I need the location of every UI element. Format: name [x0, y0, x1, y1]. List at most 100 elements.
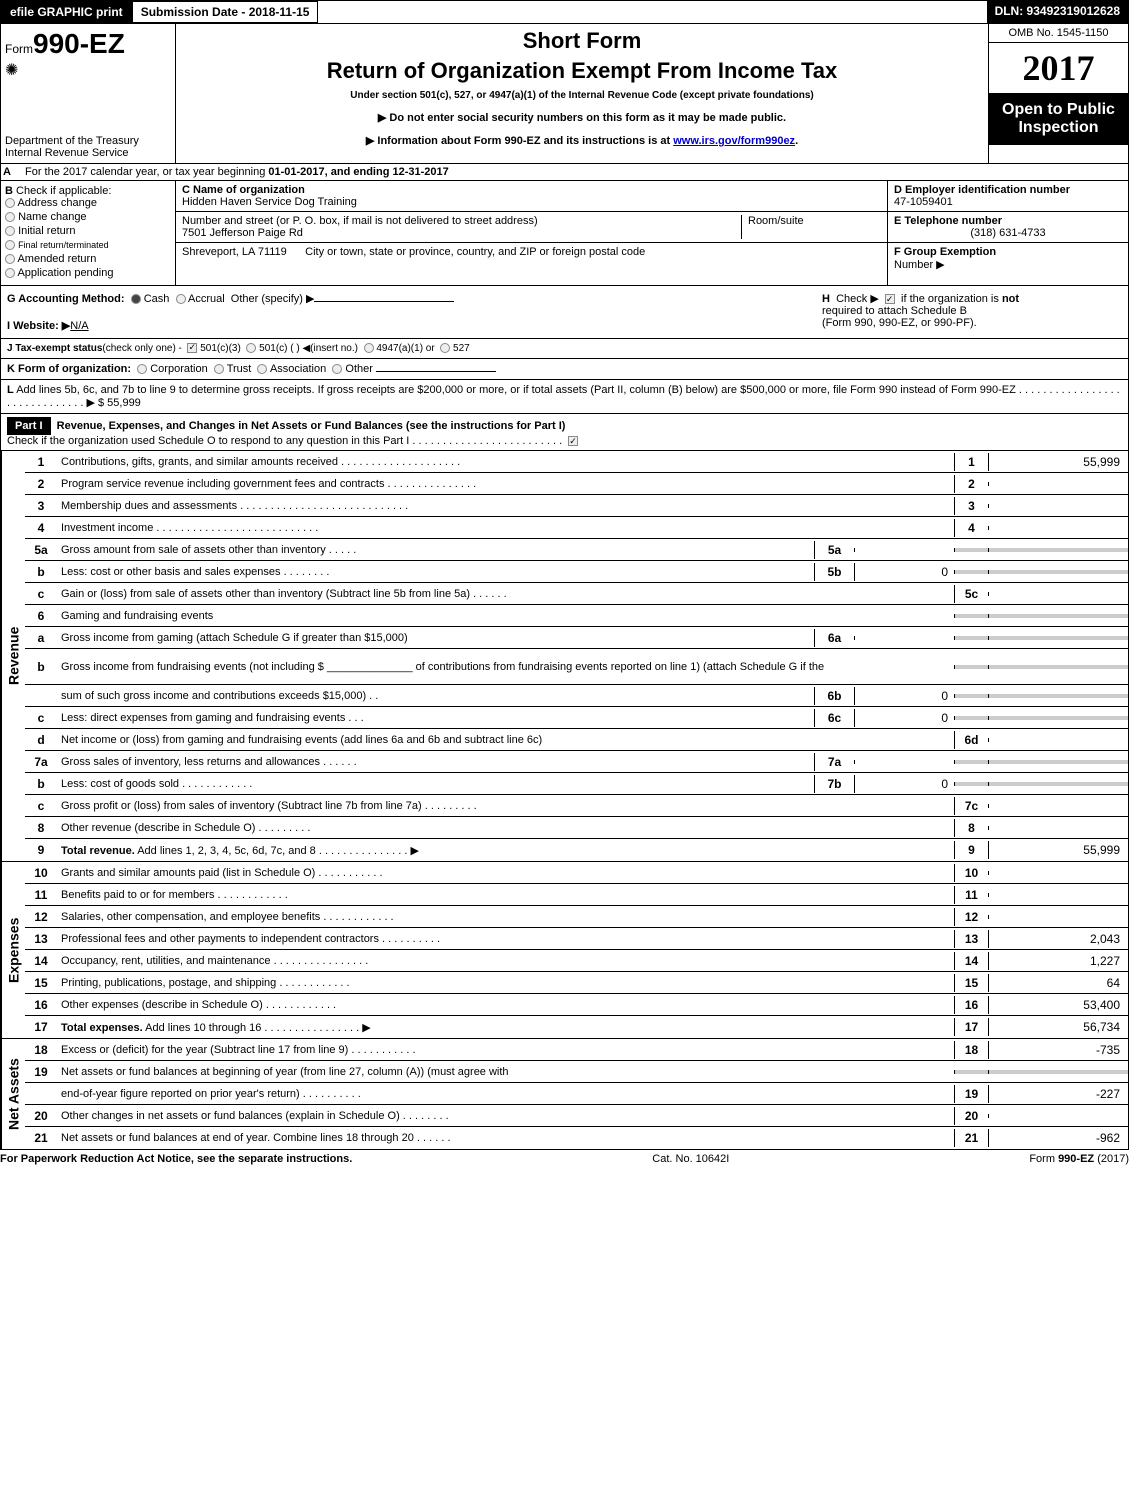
line-box-number: 8 — [954, 819, 988, 837]
expenses-table: Expenses 10Grants and similar amounts pa… — [0, 862, 1129, 1039]
line-description: Net assets or fund balances at end of ye… — [57, 1130, 954, 1146]
b-label: B — [5, 185, 13, 197]
line-box-number: 1 — [954, 453, 988, 471]
part1-check-text: Check if the organization used Schedule … — [7, 435, 562, 447]
table-row: 1Contributions, gifts, grants, and simil… — [25, 451, 1128, 473]
line-description: Salaries, other compensation, and employ… — [57, 909, 954, 925]
treasury-line1: Department of the Treasury — [5, 135, 171, 147]
schedule-o-checkbox[interactable] — [568, 436, 578, 446]
efile-print-button[interactable]: efile GRAPHIC print — [1, 1, 132, 23]
line-number: 7a — [25, 753, 57, 771]
line-value — [988, 570, 1128, 574]
table-row: 16Other expenses (describe in Schedule O… — [25, 994, 1128, 1016]
assoc-radio[interactable] — [257, 364, 267, 374]
section-a-text: For the 2017 calendar year, or tax year … — [23, 164, 1128, 180]
501c-radio[interactable] — [246, 343, 256, 353]
line-number: b — [25, 775, 57, 793]
pending-radio[interactable] — [5, 268, 15, 278]
final-return-radio[interactable] — [5, 240, 15, 250]
other-radio[interactable] — [332, 364, 342, 374]
4947-radio[interactable] — [364, 343, 374, 353]
line-description: Other changes in net assets or fund bala… — [57, 1108, 954, 1124]
line-number: 14 — [25, 952, 57, 970]
table-row: 3Membership dues and assessments . . . .… — [25, 495, 1128, 517]
line-description: Occupancy, rent, utilities, and maintena… — [57, 953, 954, 969]
tax-year: 2017 — [989, 43, 1128, 93]
k-other-input[interactable] — [376, 371, 496, 372]
h-text4: required to attach Schedule B — [822, 305, 967, 317]
table-row: cGain or (loss) from sale of assets othe… — [25, 583, 1128, 605]
line-value: 55,999 — [988, 841, 1128, 859]
ein-value: 47-1059401 — [894, 196, 1122, 208]
line-box-number: 21 — [954, 1129, 988, 1147]
netassets-table: Net Assets 18Excess or (deficit) for the… — [0, 1039, 1129, 1150]
corp-radio[interactable] — [137, 364, 147, 374]
instruction-1: ▶ Do not enter social security numbers o… — [184, 111, 980, 124]
line-number: b — [25, 658, 57, 676]
line-description: Net assets or fund balances at beginning… — [57, 1064, 954, 1080]
line-box-number — [954, 782, 988, 786]
f-label2: Number ▶ — [894, 258, 1122, 271]
accrual-radio[interactable] — [176, 294, 186, 304]
501c3-checkbox[interactable] — [187, 343, 197, 353]
section-b: B Check if applicable: Address change Na… — [1, 181, 176, 285]
table-row: 12Salaries, other compensation, and empl… — [25, 906, 1128, 928]
name-change-radio[interactable] — [5, 212, 15, 222]
table-row: bGross income from fundraising events (n… — [25, 649, 1128, 685]
table-row: aGross income from gaming (attach Schedu… — [25, 627, 1128, 649]
h-text2: if the organization is — [901, 293, 999, 305]
other-input[interactable] — [314, 301, 454, 302]
revenue-side-label: Revenue — [1, 451, 25, 861]
city-value: Shreveport, LA 71119 — [182, 246, 287, 258]
line-value: 2,043 — [988, 930, 1128, 948]
amended-radio[interactable] — [5, 254, 15, 264]
line-description: Net income or (loss) from gaming and fun… — [57, 732, 954, 748]
h-not: not — [1002, 293, 1019, 305]
cash-radio[interactable] — [131, 294, 141, 304]
line-box-number — [954, 614, 988, 618]
website-label: I Website: ▶ — [7, 320, 70, 332]
e-label: E Telephone number — [894, 215, 1002, 227]
line-number: c — [25, 585, 57, 603]
line-description: Program service revenue including govern… — [57, 476, 954, 492]
j-detail: (check only one) - — [102, 343, 181, 354]
irs-link[interactable]: www.irs.gov/form990ez — [673, 135, 795, 147]
tax-year-prefix: For the 2017 calendar year, or tax year … — [25, 166, 268, 178]
open-line2: Inspection — [993, 119, 1124, 137]
line-value — [988, 504, 1128, 508]
table-row: sum of such gross income and contributio… — [25, 685, 1128, 707]
line-mid-label: 5b — [814, 563, 854, 581]
tax-year-middle: , and ending — [325, 166, 393, 178]
open-line1: Open to Public — [993, 101, 1124, 119]
line-value — [988, 716, 1128, 720]
line-description: Other revenue (describe in Schedule O) .… — [57, 820, 954, 836]
address-change-radio[interactable] — [5, 198, 15, 208]
line-number: 4 — [25, 519, 57, 537]
line-description: Gain or (loss) from sale of assets other… — [57, 586, 954, 602]
line-box-number: 9 — [954, 841, 988, 859]
treasury-line2: Internal Revenue Service — [5, 147, 171, 159]
street-label: Number and street (or P. O. box, if mail… — [182, 215, 741, 227]
section-j: J Tax-exempt status(check only one) - 50… — [0, 339, 1129, 359]
line-box-number: 16 — [954, 996, 988, 1014]
section-h: H Check ▶ if the organization is not req… — [822, 292, 1122, 332]
527-radio[interactable] — [440, 343, 450, 353]
l-text: Add lines 5b, 6c, and 7b to line 9 to de… — [7, 384, 1120, 409]
form-number: 990-EZ — [33, 28, 125, 59]
line-number: 12 — [25, 908, 57, 926]
line-number: 19 — [25, 1063, 57, 1081]
city-label: City or town, state or province, country… — [305, 246, 645, 258]
initial-return-radio[interactable] — [5, 226, 15, 236]
schedule-b-checkbox[interactable] — [885, 294, 895, 304]
table-row: 11Benefits paid to or for members . . . … — [25, 884, 1128, 906]
line-box-number: 3 — [954, 497, 988, 515]
trust-radio[interactable] — [214, 364, 224, 374]
table-row: 5aGross amount from sale of assets other… — [25, 539, 1128, 561]
short-form-title: Short Form — [184, 28, 980, 54]
footer-right: Form 990-EZ (2017) — [1029, 1153, 1129, 1165]
line-description: Benefits paid to or for members . . . . … — [57, 887, 954, 903]
section-l: L Add lines 5b, 6c, and 7b to line 9 to … — [0, 380, 1129, 414]
line-value — [988, 893, 1128, 897]
l-amount: $ 55,999 — [98, 397, 141, 409]
dln-number: DLN: 93492319012628 — [987, 1, 1128, 23]
